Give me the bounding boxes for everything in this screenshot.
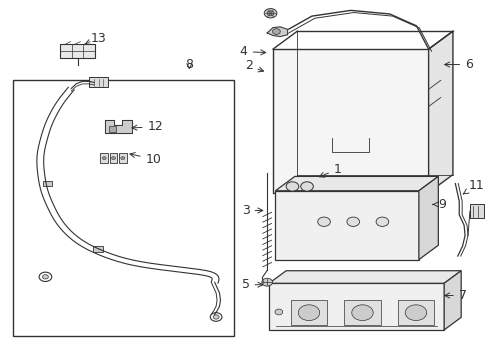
Circle shape [285, 182, 298, 191]
Text: 8: 8 [185, 58, 193, 71]
Text: 1: 1 [319, 163, 341, 177]
Circle shape [213, 315, 219, 319]
Polygon shape [427, 31, 452, 193]
Bar [89, 77, 107, 87]
Polygon shape [418, 176, 437, 260]
Text: 2: 2 [244, 59, 263, 72]
Bar [13, 80, 234, 336]
Circle shape [102, 157, 106, 159]
Circle shape [111, 157, 115, 159]
Bar [119, 153, 126, 163]
Text: 10: 10 [130, 153, 161, 166]
Bar [109, 153, 117, 163]
Polygon shape [268, 271, 460, 283]
Text: 13: 13 [85, 32, 106, 45]
Circle shape [300, 182, 313, 191]
Circle shape [375, 217, 388, 226]
Circle shape [351, 305, 372, 320]
Polygon shape [272, 49, 427, 193]
Bar [397, 300, 433, 324]
Circle shape [272, 29, 280, 35]
Circle shape [274, 309, 282, 315]
Polygon shape [268, 283, 443, 330]
Text: 11: 11 [462, 179, 483, 194]
Circle shape [298, 305, 319, 320]
Text: 5: 5 [241, 278, 262, 291]
Circle shape [405, 305, 426, 320]
Bar [469, 204, 483, 218]
Bar [109, 126, 116, 132]
Polygon shape [443, 271, 460, 330]
Text: 6: 6 [444, 58, 472, 71]
Text: 9: 9 [432, 198, 445, 211]
Text: 4: 4 [239, 45, 265, 58]
Circle shape [317, 217, 330, 226]
Circle shape [264, 9, 276, 18]
Polygon shape [275, 176, 437, 191]
Circle shape [121, 157, 124, 159]
Polygon shape [275, 191, 418, 260]
Circle shape [42, 275, 48, 279]
Text: 3: 3 [241, 204, 262, 217]
Bar [344, 300, 380, 324]
Bar [290, 300, 327, 324]
Circle shape [346, 217, 359, 226]
Text: 12: 12 [132, 121, 163, 134]
Bar [60, 44, 95, 58]
Circle shape [261, 278, 272, 286]
Text: 7: 7 [444, 289, 466, 302]
Polygon shape [105, 120, 132, 134]
Bar [42, 181, 52, 186]
Polygon shape [266, 27, 287, 37]
Bar [100, 153, 108, 163]
Bar [93, 246, 102, 252]
Circle shape [266, 11, 273, 16]
